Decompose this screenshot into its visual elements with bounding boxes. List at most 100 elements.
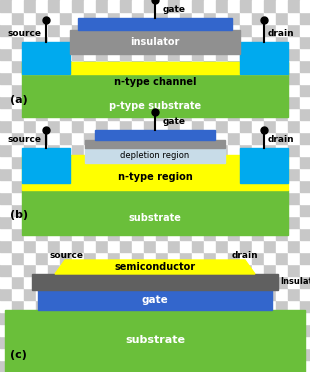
Bar	[156, 312, 168, 324]
Bar	[144, 264, 156, 276]
Bar	[72, 96, 84, 108]
Bar	[192, 300, 204, 312]
Bar	[168, 72, 180, 84]
Bar	[24, 216, 36, 228]
Bar	[264, 252, 276, 264]
Bar	[84, 72, 96, 84]
Bar	[300, 168, 310, 180]
Bar	[60, 0, 72, 12]
Bar	[180, 228, 192, 240]
Bar	[12, 192, 24, 204]
Bar	[144, 96, 156, 108]
Bar	[252, 192, 264, 204]
Bar	[24, 168, 36, 180]
Bar	[120, 300, 132, 312]
Bar	[96, 180, 108, 192]
Bar	[204, 204, 216, 216]
Bar	[156, 168, 168, 180]
Bar	[144, 168, 156, 180]
Bar	[22, 62, 288, 117]
Bar	[288, 48, 300, 60]
Bar	[132, 300, 144, 312]
Bar	[216, 276, 228, 288]
Bar	[36, 264, 48, 276]
Bar	[300, 120, 310, 132]
Bar	[228, 96, 240, 108]
Bar	[132, 72, 144, 84]
Bar	[108, 192, 120, 204]
Bar	[264, 228, 276, 240]
Bar	[22, 62, 288, 74]
Bar	[264, 60, 276, 72]
Bar	[300, 180, 310, 192]
Bar	[216, 84, 228, 96]
Bar	[95, 130, 215, 140]
Bar	[276, 132, 288, 144]
Bar	[240, 216, 252, 228]
Bar	[300, 156, 310, 168]
Bar	[264, 12, 276, 24]
Bar	[0, 156, 12, 168]
Bar	[216, 348, 228, 360]
Bar	[180, 60, 192, 72]
Bar	[84, 60, 96, 72]
Bar	[228, 336, 240, 348]
Bar	[96, 300, 108, 312]
Bar	[108, 132, 120, 144]
Bar	[85, 148, 225, 163]
Bar	[132, 216, 144, 228]
Bar	[204, 348, 216, 360]
Bar	[156, 156, 168, 168]
Bar	[132, 60, 144, 72]
Bar	[288, 228, 300, 240]
Bar	[168, 288, 180, 300]
Bar	[240, 108, 252, 120]
Bar	[252, 180, 264, 192]
Bar	[0, 132, 12, 144]
Bar	[72, 36, 84, 48]
Bar	[36, 120, 48, 132]
Bar	[36, 168, 48, 180]
Bar	[252, 12, 264, 24]
Bar	[228, 180, 240, 192]
Bar	[192, 192, 204, 204]
Bar	[36, 192, 48, 204]
Bar	[252, 216, 264, 228]
Bar	[132, 192, 144, 204]
Bar	[252, 156, 264, 168]
Text: substrate: substrate	[125, 335, 185, 345]
Bar	[180, 336, 192, 348]
Bar	[180, 120, 192, 132]
Bar	[60, 120, 72, 132]
Bar	[264, 168, 276, 180]
Bar	[120, 192, 132, 204]
Bar	[264, 192, 276, 204]
Bar	[192, 264, 204, 276]
Bar	[180, 36, 192, 48]
Bar	[24, 204, 36, 216]
Bar	[264, 72, 276, 84]
Bar	[12, 348, 24, 360]
Bar	[0, 24, 12, 36]
Bar	[216, 312, 228, 324]
Bar	[264, 216, 276, 228]
Bar	[108, 0, 120, 12]
Bar	[168, 60, 180, 72]
Bar	[264, 180, 276, 192]
Bar	[300, 24, 310, 36]
Bar	[96, 72, 108, 84]
Bar	[144, 120, 156, 132]
Text: p-type substrate: p-type substrate	[109, 101, 201, 111]
Bar	[192, 60, 204, 72]
Bar	[32, 274, 278, 290]
Bar	[120, 324, 132, 336]
Bar	[240, 48, 252, 60]
Bar	[252, 288, 264, 300]
Bar	[216, 156, 228, 168]
Bar	[120, 48, 132, 60]
Bar	[264, 96, 276, 108]
Bar	[60, 36, 72, 48]
Bar	[276, 156, 288, 168]
Bar	[168, 96, 180, 108]
Bar	[36, 300, 48, 312]
